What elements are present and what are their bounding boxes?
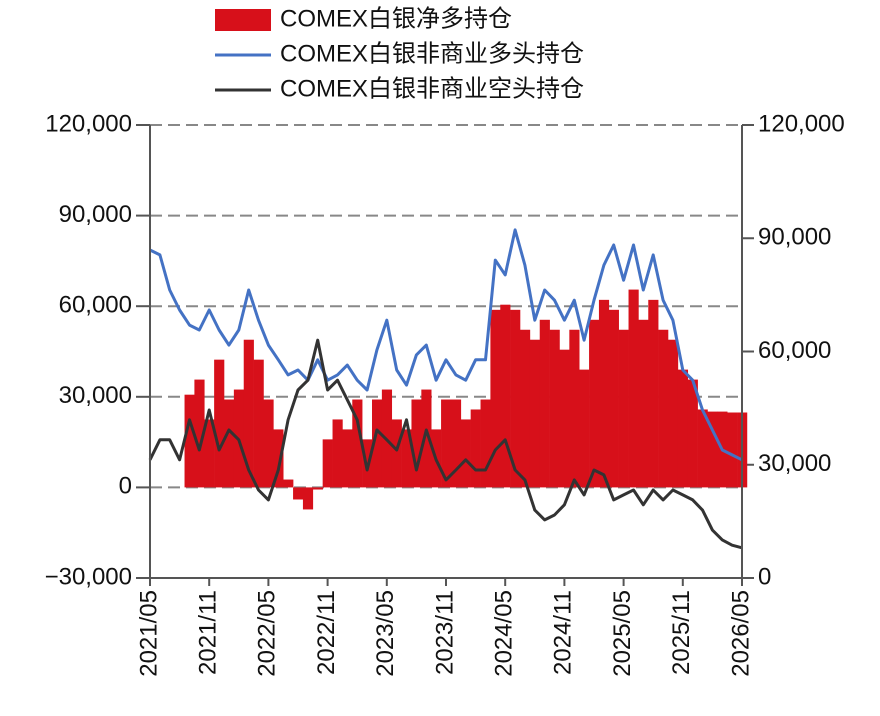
y-tick-label: 90,000 xyxy=(59,201,132,228)
y-tick-label: 60,000 xyxy=(59,292,132,319)
bar xyxy=(263,399,274,488)
bar xyxy=(490,309,501,488)
bar xyxy=(658,329,669,488)
bar xyxy=(638,319,649,488)
bar xyxy=(283,479,294,488)
bar xyxy=(687,379,698,488)
bar xyxy=(352,399,363,488)
bar xyxy=(598,299,610,488)
bar xyxy=(184,394,195,488)
bar xyxy=(668,339,679,488)
bar xyxy=(194,379,205,488)
bar xyxy=(727,412,738,488)
bar xyxy=(480,399,491,488)
x-tick-label: 2023/11 xyxy=(431,590,458,675)
bar xyxy=(579,369,590,488)
y-tick-label: −30,000 xyxy=(45,563,132,590)
bar xyxy=(697,409,708,488)
x-tick-label: 2025/11 xyxy=(668,590,695,675)
bar xyxy=(293,487,304,500)
bar xyxy=(648,299,659,488)
bar xyxy=(391,419,402,488)
bar xyxy=(510,309,521,488)
bar xyxy=(204,419,215,488)
x-tick-label: 2026/05 xyxy=(727,590,754,677)
legend-label: COMEX白银净多持仓 xyxy=(280,5,512,32)
bar xyxy=(608,309,619,488)
x-tick-label: 2024/05 xyxy=(491,590,518,677)
y2-tick-label: 30,000 xyxy=(758,450,831,477)
x-tick-label: 2025/05 xyxy=(609,590,636,677)
x-tick-label: 2024/11 xyxy=(550,590,577,675)
bar xyxy=(421,389,432,488)
bar xyxy=(322,439,333,488)
bar xyxy=(539,319,550,488)
bar xyxy=(441,399,452,488)
bar xyxy=(559,349,570,488)
bar xyxy=(549,329,560,488)
bar xyxy=(677,369,689,488)
legend-label: COMEX白银非商业多头持仓 xyxy=(280,40,584,67)
bar xyxy=(569,329,580,488)
x-tick-label: 2021/11 xyxy=(195,590,222,675)
bar xyxy=(312,487,323,490)
y-tick-label: 30,000 xyxy=(59,382,132,409)
bar xyxy=(450,399,462,488)
bar xyxy=(628,289,639,488)
x-tick-label: 2022/11 xyxy=(313,590,340,675)
x-tick-label: 2023/05 xyxy=(372,590,399,677)
legend-swatch xyxy=(215,9,271,31)
bar xyxy=(224,399,235,488)
bar xyxy=(529,339,541,488)
bar xyxy=(520,329,531,488)
bar xyxy=(273,429,284,488)
line xyxy=(148,338,743,550)
y-tick-label: 0 xyxy=(119,473,132,500)
x-tick-label: 2022/05 xyxy=(254,590,281,677)
bar xyxy=(332,419,343,488)
y2-tick-label: 60,000 xyxy=(758,337,831,364)
bar xyxy=(253,359,264,488)
bar xyxy=(243,339,254,488)
y-tick-label: 120,000 xyxy=(45,110,132,137)
bar xyxy=(707,411,718,488)
x-tick-label: 2021/05 xyxy=(135,590,162,677)
bar xyxy=(302,487,314,510)
bar xyxy=(589,319,600,488)
bar xyxy=(214,359,225,488)
line xyxy=(149,228,743,462)
bar xyxy=(500,304,511,488)
legend-label: COMEX白银非商业空头持仓 xyxy=(280,75,584,102)
y2-tick-label: 0 xyxy=(758,563,771,590)
bar xyxy=(401,429,412,488)
y2-tick-label: 90,000 xyxy=(758,224,831,251)
bar xyxy=(372,399,383,488)
bar xyxy=(618,329,629,488)
bar xyxy=(460,419,471,488)
bar xyxy=(411,399,422,488)
y2-tick-label: 120,000 xyxy=(758,110,845,137)
bar xyxy=(470,409,481,488)
bar xyxy=(342,429,353,488)
